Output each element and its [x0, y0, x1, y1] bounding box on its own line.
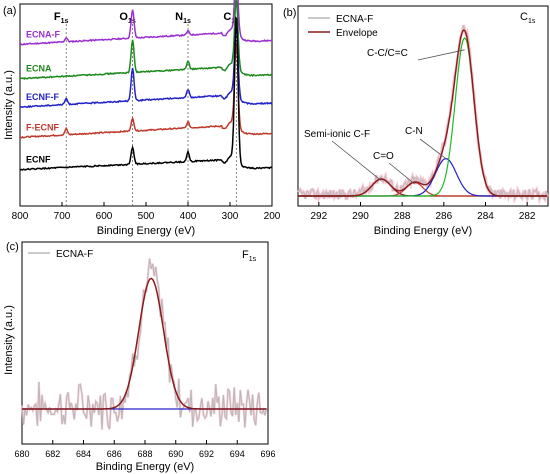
panel-b-corner-label: C1s — [520, 11, 536, 25]
x-tick-label: 284 — [477, 211, 494, 222]
panel-b-xlabel: Binding Energy (eV) — [374, 225, 472, 237]
panel-c-xlabel: Binding Energy (eV) — [96, 461, 194, 473]
panel-c-curves — [20, 258, 268, 430]
panel-b: (b) Semi-ionic C-FC=O C-N C-C/C=C ECNA-F En… — [283, 5, 549, 237]
annotation-leader — [388, 162, 415, 185]
panel-a-x-ticks: 800 700 600 500 400 300 200 — [12, 202, 281, 222]
x-tick-label: 684 — [76, 449, 91, 459]
panel-a-series — [19, 0, 273, 171]
panel-a-peak-labels: F1s O1s N1s C1s — [54, 11, 239, 25]
panel-b-label: (b) — [283, 7, 296, 19]
x-tick-label: 680 — [14, 449, 29, 459]
panel-b-x-ticks: 292 290 288 286 284 282 — [310, 202, 536, 222]
panel-c-legend: ECNA-F — [28, 249, 93, 260]
x-tick-label: 290 — [352, 211, 369, 222]
x-tick-label: 500 — [138, 211, 155, 222]
x-tick-label: 694 — [230, 449, 245, 459]
annotation-leader — [331, 140, 382, 182]
series-name: ECNA-F — [26, 29, 60, 39]
legend-entry: ECNA-F — [336, 14, 373, 25]
component-peak — [298, 37, 547, 197]
series-line — [19, 16, 273, 171]
series-line — [20, 42, 273, 139]
raw-band — [297, 24, 549, 205]
x-tick-label: 288 — [394, 211, 411, 222]
x-tick-label: 292 — [310, 211, 327, 222]
series-name: F-ECNF — [26, 122, 59, 132]
x-tick-label: 200 — [264, 211, 281, 222]
series-name: ECNF-F — [26, 92, 59, 102]
panel-c-label: (c) — [6, 241, 19, 253]
annotation-leader — [419, 138, 447, 159]
panel-b-frame — [297, 5, 549, 207]
panel-a-ylabel: Intensity (a.u.) — [3, 70, 15, 140]
x-tick-label: 688 — [137, 449, 152, 459]
x-tick-label: 300 — [222, 211, 239, 222]
x-tick-label: 800 — [12, 211, 29, 222]
raw-line — [21, 258, 267, 430]
peak-label: F1s — [54, 11, 69, 25]
panel-a: (a) F1s O1s N1s C1s ECNA-FECNAECNF-FF-ECNFE… — [3, 0, 281, 237]
peak-label: N1s — [175, 11, 191, 25]
x-tick-label: 700 — [54, 211, 71, 222]
panel-c-x-ticks: 680 682 684 686 688 690 692 694 696 — [14, 440, 276, 459]
panel-b-legend: ECNA-F Envelope — [308, 14, 378, 39]
peak-annotation: C-N — [405, 126, 423, 137]
panel-c: (c) ECNA-F F1s 680 682 684 686 688 690 692 694 6… — [3, 241, 276, 473]
peak-label: O1s — [119, 11, 135, 25]
x-tick-label: 282 — [519, 211, 536, 222]
x-tick-label: 286 — [435, 211, 452, 222]
series-line — [19, 23, 273, 109]
annotation-leader — [417, 49, 465, 61]
corner-label: C1s — [520, 11, 536, 25]
corner-label: F1s — [242, 249, 257, 263]
x-tick-label: 400 — [180, 211, 197, 222]
x-tick-label: 696 — [260, 449, 275, 459]
peak-annotation: C-C/C=C — [367, 48, 408, 59]
raw-line — [297, 25, 548, 201]
x-tick-label: 600 — [96, 211, 113, 222]
panel-a-series-names: ECNA-F ECNA ECNF-F F-ECNF ECNF — [26, 29, 60, 164]
series-name: ECNA — [26, 64, 52, 74]
panel-b-curves — [297, 24, 549, 205]
x-tick-label: 690 — [168, 449, 183, 459]
panel-c-corner-label: F1s — [242, 249, 257, 263]
series-name: ECNF — [26, 155, 51, 165]
envelope-line — [298, 29, 547, 197]
panel-a-label: (a) — [3, 5, 16, 17]
legend-entry: Envelope — [336, 28, 378, 39]
legend-entry: ECNA-F — [56, 249, 93, 260]
x-tick-label: 692 — [199, 449, 214, 459]
x-tick-label: 682 — [45, 449, 60, 459]
panel-b-annotations: Semi-ionic C-FC=O C-N C-C/C=C — [304, 48, 465, 185]
peak-annotation: Semi-ionic C-F — [304, 129, 370, 140]
series-line — [19, 0, 273, 80]
x-tick-label: 686 — [107, 449, 122, 459]
panel-a-xlabel: Binding Energy (eV) — [97, 225, 195, 237]
panel-a-guides — [65, 24, 237, 206]
peak-annotation: C=O — [373, 151, 394, 162]
fit-peak — [22, 277, 267, 410]
series-line — [19, 0, 273, 46]
panel-c-ylabel: Intensity (a.u.) — [3, 305, 15, 375]
